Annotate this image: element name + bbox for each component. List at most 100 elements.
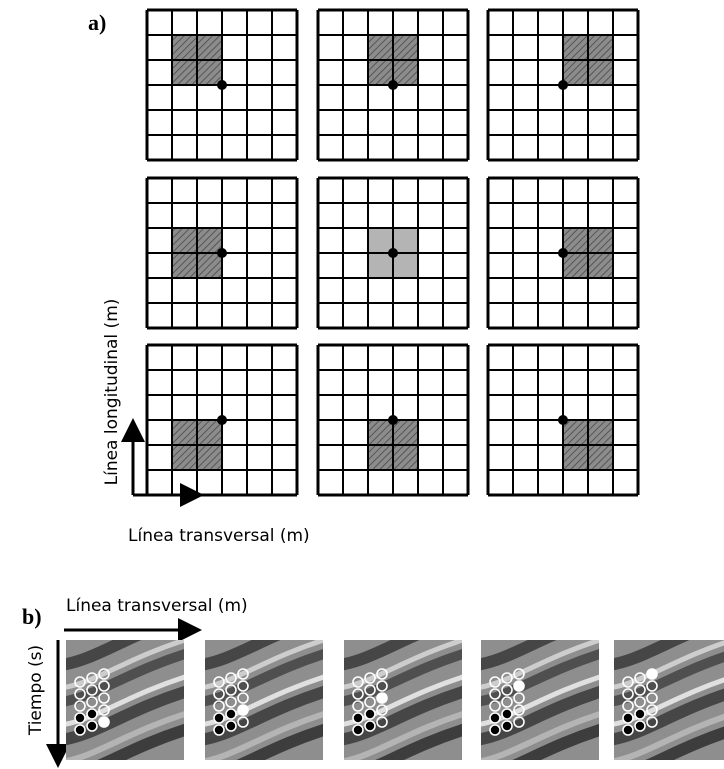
sample-point bbox=[513, 692, 525, 704]
seismic-image bbox=[614, 640, 724, 760]
sample-point bbox=[86, 684, 98, 696]
axis-label: Línea longitudinal (m) bbox=[102, 299, 122, 486]
sample-point bbox=[225, 720, 237, 732]
reflector bbox=[481, 649, 599, 707]
reflector bbox=[236, 723, 323, 760]
reflector bbox=[66, 685, 184, 746]
reflector bbox=[614, 640, 724, 690]
sample-point bbox=[364, 720, 376, 732]
sample-point bbox=[225, 684, 237, 696]
image-content bbox=[66, 640, 184, 760]
center-point bbox=[217, 415, 227, 425]
sample-point bbox=[237, 692, 249, 704]
sample-point bbox=[225, 672, 237, 684]
reflector bbox=[205, 674, 323, 727]
sample-point bbox=[634, 684, 646, 696]
sample-point bbox=[86, 708, 98, 720]
sample-point bbox=[634, 720, 646, 732]
sample-point bbox=[376, 692, 388, 704]
reflector bbox=[344, 711, 462, 760]
reflector bbox=[344, 674, 462, 727]
sample-point bbox=[376, 704, 388, 716]
seismic-image bbox=[344, 640, 462, 760]
sample-point bbox=[364, 696, 376, 708]
image-content bbox=[344, 640, 462, 760]
sample-point bbox=[74, 676, 86, 688]
sample-point bbox=[646, 668, 658, 680]
sample-point bbox=[513, 680, 525, 692]
sample-point bbox=[74, 688, 86, 700]
sample-point bbox=[513, 704, 525, 716]
sample-point bbox=[74, 724, 86, 736]
sample-point bbox=[364, 708, 376, 720]
sample-point bbox=[74, 700, 86, 712]
sample-point bbox=[225, 696, 237, 708]
reflector bbox=[512, 723, 599, 760]
sample-point bbox=[352, 724, 364, 736]
sample-point bbox=[364, 672, 376, 684]
reflector bbox=[205, 685, 323, 746]
center-point bbox=[558, 415, 568, 425]
sample-point bbox=[213, 724, 225, 736]
sample-point bbox=[489, 724, 501, 736]
center-point bbox=[388, 80, 398, 90]
axis-label: Línea transversal (m) bbox=[66, 596, 248, 616]
reflector bbox=[66, 640, 184, 690]
sample-point bbox=[622, 676, 634, 688]
sample-point bbox=[237, 680, 249, 692]
sample-point bbox=[352, 688, 364, 700]
reflector bbox=[66, 674, 184, 727]
reflector bbox=[344, 649, 462, 707]
reflector bbox=[614, 713, 724, 760]
sample-point bbox=[634, 672, 646, 684]
reflector bbox=[375, 723, 462, 760]
reflector bbox=[344, 640, 462, 690]
sample-point bbox=[501, 720, 513, 732]
sample-point bbox=[237, 716, 249, 728]
sample-point bbox=[489, 712, 501, 724]
sample-point bbox=[634, 708, 646, 720]
sample-point bbox=[352, 700, 364, 712]
reflector bbox=[614, 640, 690, 671]
reflector bbox=[205, 711, 323, 760]
seismic-image bbox=[66, 640, 184, 760]
sample-point bbox=[98, 680, 110, 692]
sample-point bbox=[213, 688, 225, 700]
sample-point bbox=[513, 716, 525, 728]
sample-point bbox=[98, 716, 110, 728]
reflector bbox=[614, 651, 724, 707]
image-content bbox=[205, 640, 323, 760]
image-content bbox=[614, 640, 724, 760]
reflector bbox=[481, 640, 557, 671]
sample-point bbox=[237, 668, 249, 680]
sample-point bbox=[646, 704, 658, 716]
reflector bbox=[481, 685, 599, 746]
grid bbox=[316, 343, 470, 497]
grid-panel bbox=[145, 8, 640, 497]
grid bbox=[486, 343, 640, 497]
sample-point bbox=[213, 700, 225, 712]
reflector bbox=[66, 649, 184, 707]
reflector bbox=[481, 640, 599, 690]
sample-point bbox=[213, 712, 225, 724]
sample-point bbox=[376, 680, 388, 692]
sample-point bbox=[489, 700, 501, 712]
sample-point bbox=[489, 676, 501, 688]
sample-point bbox=[98, 692, 110, 704]
sample-point bbox=[237, 704, 249, 716]
reflector bbox=[481, 711, 599, 760]
sample-point bbox=[501, 696, 513, 708]
center-point bbox=[217, 248, 227, 258]
reflector bbox=[205, 640, 323, 690]
seismic-panel bbox=[66, 640, 724, 760]
reflector bbox=[344, 640, 420, 671]
sample-point bbox=[501, 684, 513, 696]
reflector bbox=[481, 674, 599, 727]
sample-point bbox=[86, 672, 98, 684]
axis-label: Línea transversal (m) bbox=[128, 526, 310, 546]
center-point bbox=[388, 248, 398, 258]
reflector bbox=[97, 723, 184, 760]
grid bbox=[145, 8, 299, 162]
sample-point bbox=[513, 668, 525, 680]
panel-label: a) bbox=[88, 10, 106, 35]
